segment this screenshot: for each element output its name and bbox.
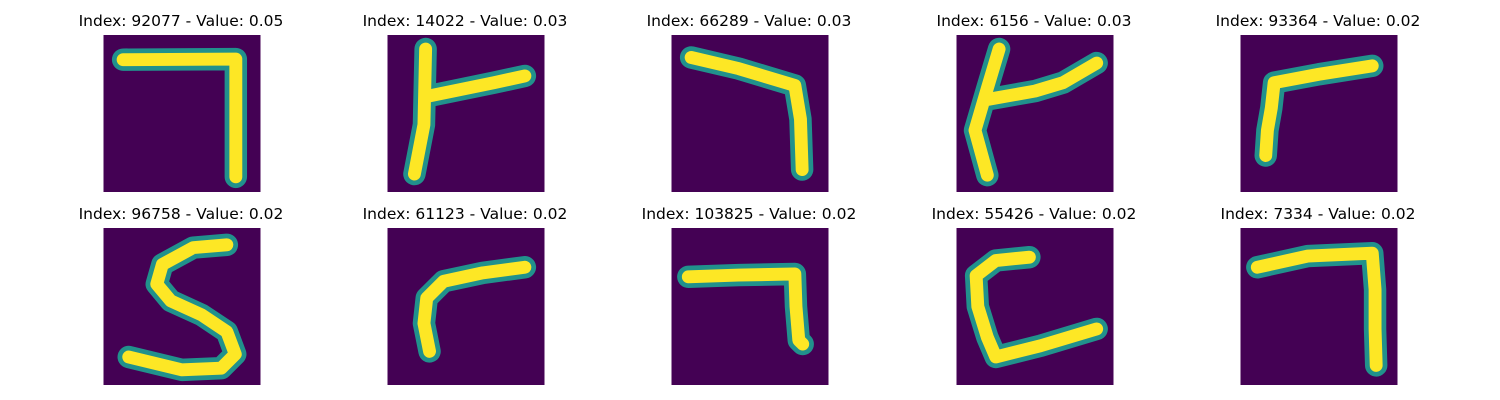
- panel-title: Index: 93364 - Value: 0.02: [1215, 12, 1421, 30]
- grid-panel-2: Index: 14022 - Value: 0.03: [315, 0, 615, 192]
- grid-panel-3: Index: 66289 - Value: 0.03: [599, 0, 899, 192]
- grid-panel-6: Index: 96758 - Value: 0.02: [31, 193, 331, 385]
- digit-image: [956, 35, 1114, 192]
- grid-panel-4: Index: 6156 - Value: 0.03: [884, 0, 1184, 192]
- panel-title: Index: 103825 - Value: 0.02: [641, 205, 857, 223]
- digit-image: [956, 228, 1114, 385]
- digit-image: [103, 228, 261, 385]
- digit-image: [387, 35, 545, 192]
- panel-title: Index: 6156 - Value: 0.03: [936, 12, 1132, 30]
- panel-title: Index: 96758 - Value: 0.02: [78, 205, 284, 223]
- panel-title: Index: 61123 - Value: 0.02: [362, 205, 568, 223]
- panel-title: Index: 7334 - Value: 0.02: [1220, 205, 1416, 223]
- grid-panel-1: Index: 92077 - Value: 0.05: [31, 0, 331, 192]
- panel-title: Index: 55426 - Value: 0.02: [931, 205, 1137, 223]
- grid-panel-5: Index: 93364 - Value: 0.02: [1168, 0, 1468, 192]
- panel-title: Index: 66289 - Value: 0.03: [646, 12, 852, 30]
- digit-image: [103, 35, 261, 192]
- digit-image: [671, 35, 829, 192]
- grid-panel-8: Index: 103825 - Value: 0.02: [599, 193, 899, 385]
- digit-image: [387, 228, 545, 385]
- panel-title: Index: 14022 - Value: 0.03: [362, 12, 568, 30]
- grid-panel-10: Index: 7334 - Value: 0.02: [1168, 193, 1468, 385]
- digit-image: [671, 228, 829, 385]
- grid-panel-7: Index: 61123 - Value: 0.02: [315, 193, 615, 385]
- grid-panel-9: Index: 55426 - Value: 0.02: [884, 193, 1184, 385]
- digit-image: [1240, 35, 1398, 192]
- digit-image: [1240, 228, 1398, 385]
- panel-title: Index: 92077 - Value: 0.05: [78, 12, 284, 30]
